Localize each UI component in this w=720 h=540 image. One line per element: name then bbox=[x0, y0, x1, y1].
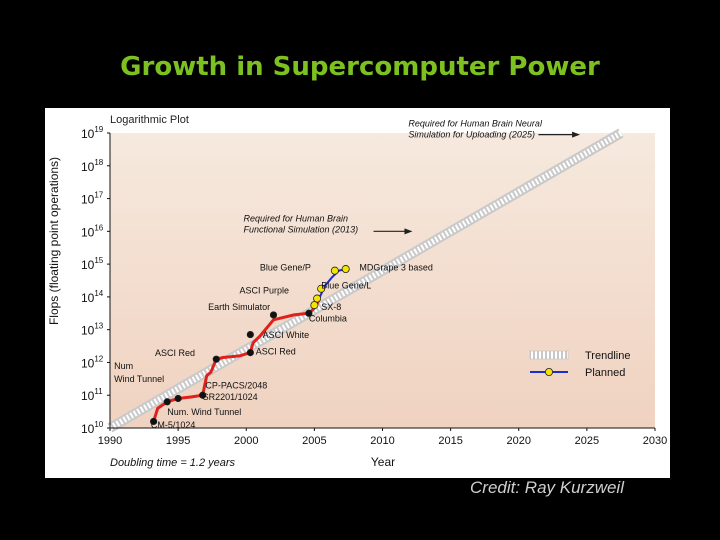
y-tick-base: 10 bbox=[81, 356, 95, 370]
callout-arrowhead bbox=[572, 131, 581, 138]
y-tick-label: 1015 bbox=[81, 256, 104, 272]
y-tick-base: 10 bbox=[81, 127, 95, 141]
annotation-label: ASCI White bbox=[263, 330, 310, 340]
planned-data-point bbox=[341, 265, 350, 274]
y-tick-label: 1011 bbox=[81, 387, 103, 403]
annotation-label: MDGrape 3 based bbox=[359, 263, 433, 273]
x-axis-label: Year bbox=[371, 455, 395, 469]
trendline-band bbox=[107, 128, 624, 433]
annotation-label: Num. Wind Tunnel bbox=[167, 407, 241, 417]
chart: Logarithmic Plot CM-5/1024 Num. Wind Tunn… bbox=[47, 114, 667, 469]
callout-text: Functional Simulation (2013) bbox=[244, 225, 359, 235]
actual-data-point bbox=[305, 309, 313, 317]
annotation-label: CM-5/1024 bbox=[151, 420, 196, 430]
x-tick-label: 2000 bbox=[234, 435, 258, 447]
annotation-label: ASCI Red bbox=[256, 346, 296, 356]
x-tick-label: 2015 bbox=[438, 435, 462, 447]
legend-label: Planned bbox=[585, 367, 625, 379]
callout-text: Required for Human Brain Neural bbox=[408, 118, 543, 128]
callout-text: Simulation for Uploading (2025) bbox=[408, 129, 535, 139]
annotation-label: Earth Simulator bbox=[208, 302, 270, 312]
y-tick-base: 10 bbox=[81, 291, 95, 305]
planned-data-point bbox=[313, 294, 322, 303]
actual-data-point bbox=[269, 311, 278, 319]
actual-data-point bbox=[163, 398, 171, 406]
annotation-label: Columbia bbox=[309, 313, 347, 323]
y-tick-exponent: 15 bbox=[94, 256, 103, 265]
y-tick-base: 10 bbox=[81, 160, 95, 174]
y-tick-exponent: 12 bbox=[94, 354, 103, 363]
callout-text: Required for Human Brain bbox=[244, 214, 349, 224]
y-tick-exponent: 10 bbox=[94, 420, 103, 429]
y-tick-base: 10 bbox=[81, 422, 95, 436]
legend-label: Trendline bbox=[585, 350, 630, 362]
y-tick-exponent: 11 bbox=[94, 387, 103, 396]
x-tick-label: 2025 bbox=[575, 435, 599, 447]
annotation-label: Num bbox=[114, 361, 133, 371]
legend-trend-swatch bbox=[529, 350, 569, 360]
y-tick-label: 1019 bbox=[81, 125, 104, 141]
annotation-label: Wind Tunnel bbox=[114, 374, 164, 384]
credit-text: Credit: Ray Kurzweil bbox=[470, 478, 624, 497]
actual-data-point bbox=[246, 349, 254, 357]
planned-data-point bbox=[310, 301, 319, 310]
y-tick-exponent: 13 bbox=[94, 322, 103, 331]
x-tick-label: 2010 bbox=[370, 435, 394, 447]
x-tick-label: 1990 bbox=[98, 435, 122, 447]
x-tick-label: 2005 bbox=[302, 435, 326, 447]
y-tick-base: 10 bbox=[81, 389, 95, 403]
y-tick-label: 1012 bbox=[81, 354, 104, 370]
y-tick-label: 1018 bbox=[81, 158, 104, 174]
actual-data-point bbox=[246, 330, 254, 339]
annotation-label: SX-8 bbox=[321, 302, 341, 312]
slide-title: Growth in Supercomputer Power bbox=[120, 52, 600, 82]
y-tick-base: 10 bbox=[81, 258, 95, 272]
annotation-label: Blue Gene/P bbox=[260, 263, 311, 273]
y-tick-label: 1013 bbox=[81, 322, 104, 338]
planned-data-point bbox=[330, 266, 339, 275]
y-tick-label: 1016 bbox=[81, 223, 104, 239]
x-tick-label: 1995 bbox=[166, 435, 190, 447]
footnote: Doubling time = 1.2 years bbox=[110, 457, 236, 469]
callout-arrowhead bbox=[404, 228, 413, 235]
y-tick-label: 1014 bbox=[81, 289, 104, 305]
chart-panel: Logarithmic Plot CM-5/1024 Num. Wind Tunn… bbox=[45, 108, 670, 478]
y-tick-base: 10 bbox=[81, 193, 95, 207]
chart-subtitle: Logarithmic Plot bbox=[110, 114, 189, 126]
annotation-label: ASCI Purple bbox=[239, 286, 289, 296]
actual-data-point bbox=[150, 417, 158, 426]
y-tick-exponent: 19 bbox=[94, 125, 103, 134]
x-tick-label: 2030 bbox=[643, 435, 667, 447]
y-tick-exponent: 18 bbox=[94, 158, 103, 167]
y-tick-exponent: 14 bbox=[94, 289, 103, 298]
actual-data-point bbox=[212, 355, 220, 363]
y-tick-exponent: 16 bbox=[94, 223, 103, 232]
annotation-label: ASCI Red bbox=[155, 348, 195, 358]
annotation-label: CP-PACS/2048 bbox=[205, 381, 267, 391]
annotation-label: SR2201/1024 bbox=[203, 392, 258, 402]
actual-data-point bbox=[199, 391, 207, 399]
y-tick-label: 1010 bbox=[81, 420, 104, 436]
legend-planned-marker bbox=[544, 367, 553, 376]
y-tick-label: 1017 bbox=[81, 191, 104, 207]
x-tick-label: 2020 bbox=[507, 435, 531, 447]
y-tick-exponent: 17 bbox=[94, 191, 103, 200]
actual-data-point bbox=[174, 394, 182, 403]
y-tick-base: 10 bbox=[81, 225, 95, 239]
planned-data-point bbox=[317, 284, 326, 293]
y-axis-label: Flops (floating point operations) bbox=[47, 157, 61, 325]
annotation-label: Blue Gene/L bbox=[321, 281, 371, 291]
y-tick-base: 10 bbox=[81, 324, 95, 338]
